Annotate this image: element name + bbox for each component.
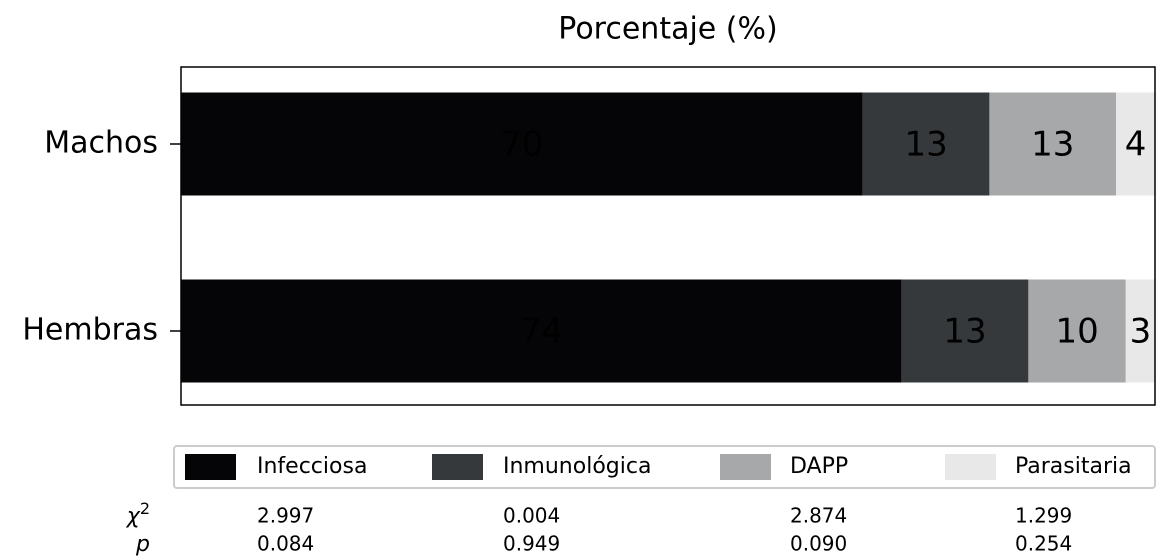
stat-value: 1.299	[1015, 504, 1072, 528]
value-label: 3	[1130, 312, 1152, 352]
legend-swatch	[945, 454, 996, 480]
stat-value: 0.254	[1015, 532, 1072, 556]
value-label: 13	[1031, 125, 1074, 165]
bar-segment	[1028, 279, 1126, 383]
value-label: 74	[520, 312, 563, 352]
chart-title: Porcentaje (%)	[558, 12, 777, 47]
legend-label: Parasitaria	[1015, 454, 1132, 479]
value-label: 70	[500, 125, 543, 165]
stat-label-text: p	[135, 532, 150, 557]
legend-swatch	[720, 454, 771, 480]
legend-label: Inmunológica	[503, 454, 651, 479]
bar-segment	[862, 92, 990, 196]
stat-value: 0.004	[503, 504, 560, 528]
y-tick-label: Hembras	[22, 313, 158, 348]
legend-swatch	[432, 454, 483, 480]
stat-value: 2.997	[257, 504, 314, 528]
legend-label: DAPP	[790, 454, 848, 479]
stat-value: 2.874	[790, 504, 847, 528]
stat-label-sup: 2	[140, 499, 150, 518]
bar-segment	[181, 279, 902, 383]
stat-value: 0.084	[257, 532, 314, 556]
value-label: 13	[904, 125, 947, 165]
value-label: 4	[1125, 125, 1147, 165]
stat-value: 0.090	[790, 532, 847, 556]
stat-label-text: χ	[126, 504, 141, 529]
bar-segment	[1125, 279, 1155, 383]
legend-box	[173, 445, 1156, 489]
bar-segment	[989, 92, 1117, 196]
value-label: 13	[943, 312, 986, 352]
stat-label: p	[135, 532, 150, 557]
legend-swatch	[185, 454, 236, 480]
plot-frame	[180, 66, 1156, 406]
stat-value: 0.949	[503, 532, 560, 556]
bar-segment	[1116, 92, 1155, 196]
bar-segment	[181, 92, 863, 196]
stat-label: χ2	[126, 499, 150, 530]
y-tick-label: Machos	[44, 126, 158, 161]
legend-label: Infecciosa	[257, 454, 367, 479]
bar-segment	[901, 279, 1029, 383]
value-label: 10	[1055, 312, 1098, 352]
